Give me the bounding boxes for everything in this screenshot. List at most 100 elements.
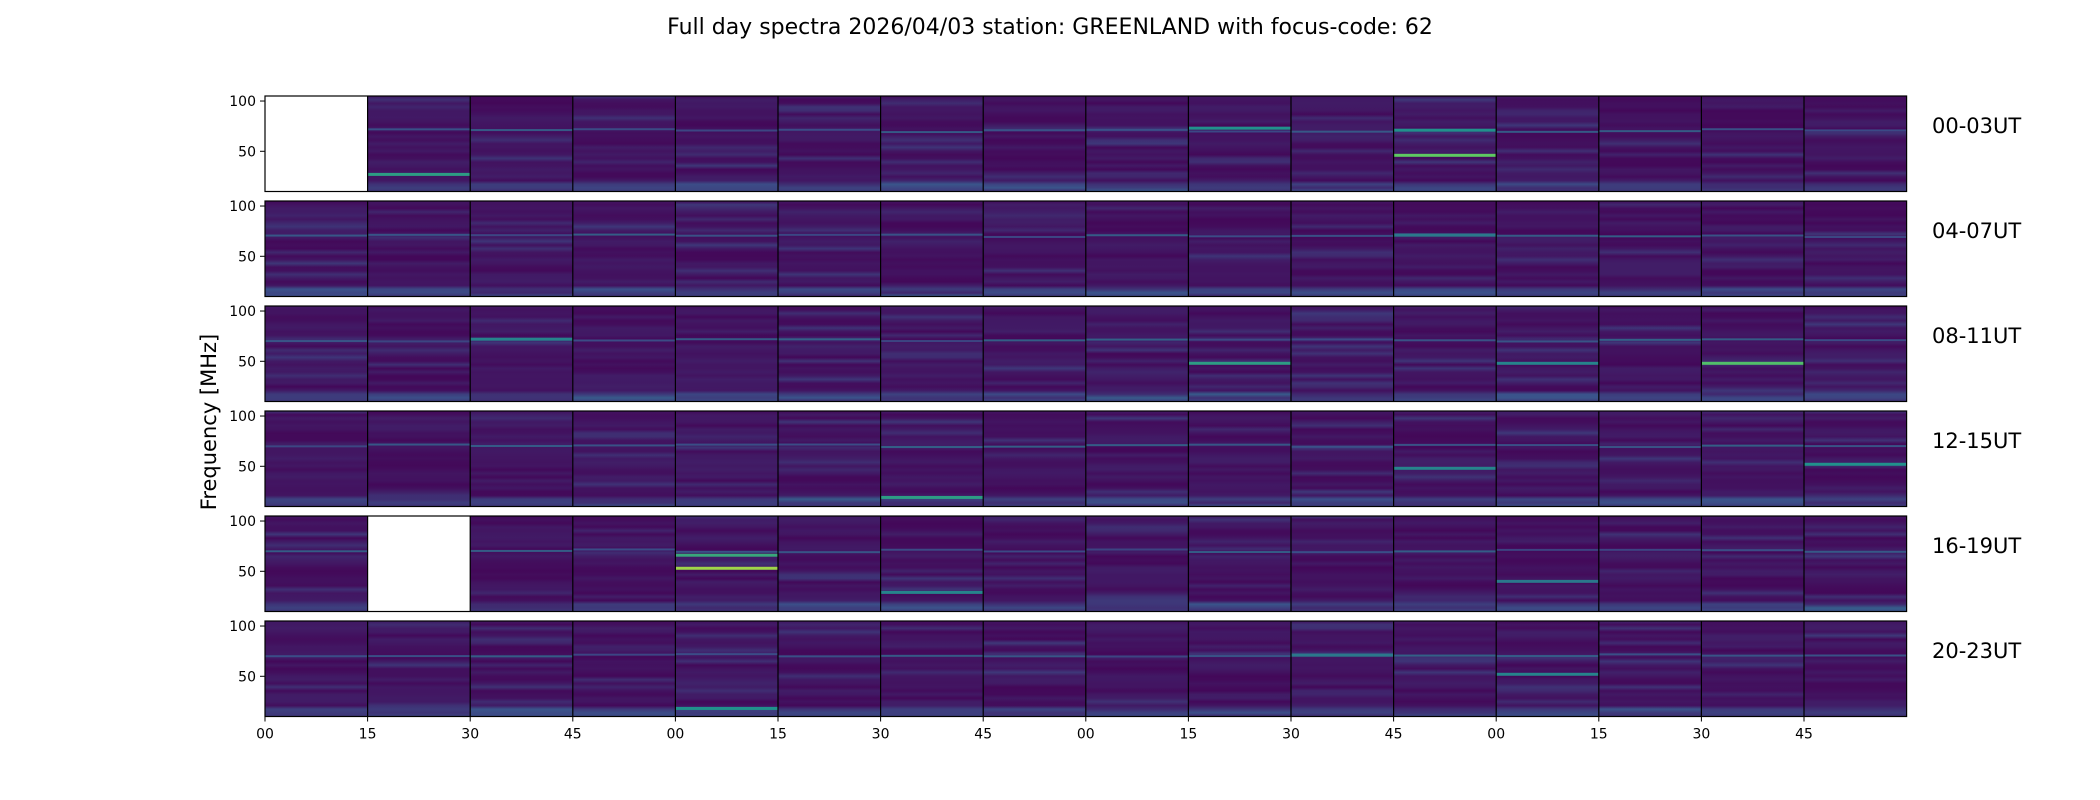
bright-feature	[1188, 126, 1291, 130]
rfi-line	[1496, 655, 1599, 658]
spectrum-panel	[1188, 306, 1291, 402]
spectra-row: 100 50 04-07UT	[229, 199, 2021, 298]
rfi-line	[367, 233, 471, 236]
rfi-line	[1393, 654, 1497, 657]
rfi-line	[675, 338, 778, 341]
rfi-line	[1188, 235, 1291, 238]
spectrum-panel	[778, 96, 881, 192]
rfi-line	[1701, 444, 1804, 447]
rfi-line	[880, 233, 984, 236]
spectrum-panel	[1291, 306, 1394, 402]
rfi-line	[1804, 654, 1907, 657]
spectrum-panel	[1188, 96, 1291, 192]
spectrum-panel	[1393, 411, 1497, 507]
spectrum-panel	[1701, 411, 1804, 507]
spectrum-panel	[1188, 621, 1291, 717]
spectrum-panel	[1291, 516, 1394, 612]
rfi-line	[1085, 234, 1189, 237]
spectrum-panel	[1598, 201, 1702, 297]
rfi-line	[1701, 128, 1804, 131]
spectra-row: 100 50 12-15UT	[229, 409, 2021, 508]
rfi-line	[265, 655, 368, 658]
row-label: 04-07UT	[1932, 219, 2021, 243]
rfi-line	[1701, 549, 1804, 552]
spectrum-panel	[778, 306, 881, 402]
rfi-line	[1291, 130, 1394, 133]
spectra-row: 100 50 00-03UT	[229, 94, 2021, 193]
spectrum-panel	[470, 306, 573, 402]
spectrum-panel	[1804, 306, 1907, 402]
spectrum-panel	[778, 621, 881, 717]
spectrum-panel	[1804, 411, 1907, 507]
rfi-line	[1701, 654, 1804, 657]
rfi-line	[983, 550, 1086, 553]
rfi-line	[1598, 653, 1702, 656]
spectrum-panel	[880, 516, 984, 612]
spectra-row: 100 50 20-23UT	[229, 619, 2021, 718]
rfi-line	[265, 234, 368, 237]
spectrum-panel	[1496, 201, 1599, 297]
spectrum-panel	[1085, 411, 1189, 507]
spectrum-panel	[880, 621, 984, 717]
x-tick-label: 45	[1385, 727, 1403, 743]
spectrum-panel	[1496, 96, 1599, 192]
x-tick-label: 45	[974, 727, 992, 743]
rfi-line	[1804, 445, 1907, 448]
spectrum-panel	[1085, 306, 1189, 402]
row-label: 08-11UT	[1932, 324, 2021, 348]
bright-feature	[1701, 361, 1804, 365]
spectrum-panel	[1188, 201, 1291, 297]
bright-feature	[1393, 128, 1497, 132]
spectrum-panel	[572, 306, 676, 402]
y-tick-label: 100	[229, 199, 256, 215]
rfi-line	[675, 129, 778, 132]
rfi-line	[880, 654, 984, 657]
spectrum-panel	[1085, 621, 1189, 717]
rfi-line	[675, 653, 778, 656]
rfi-line	[1188, 551, 1291, 554]
spectrum-panel	[470, 516, 573, 612]
rfi-line	[265, 550, 368, 553]
rfi-line	[1188, 443, 1291, 446]
rfi-line	[1804, 339, 1907, 342]
rfi-line	[572, 339, 676, 342]
spectrum-panel	[1393, 96, 1497, 192]
bright-feature	[1804, 462, 1907, 466]
rfi-line	[1393, 443, 1497, 446]
spectrum-panel	[675, 96, 778, 192]
spectrum-panel	[1804, 201, 1907, 297]
rfi-line	[1188, 338, 1291, 341]
rfi-line	[778, 128, 881, 131]
bright-feature	[1291, 653, 1394, 657]
spectrum-panel	[1804, 621, 1907, 717]
rfi-line	[1291, 445, 1394, 448]
spectrum-panel	[572, 201, 676, 297]
rfi-line	[675, 443, 778, 446]
spectrum-panel	[572, 621, 676, 717]
spectrum-panel	[1291, 96, 1394, 192]
rfi-line	[675, 234, 778, 237]
bright-feature	[1393, 233, 1497, 237]
y-tick-label: 100	[229, 409, 256, 425]
rfi-line	[367, 443, 471, 446]
x-axis-ticks: 00 15 30 45 00 15 30 45 00 15 30 45 00 15 30 45	[256, 716, 1813, 743]
x-tick-label: 00	[1077, 727, 1095, 743]
rfi-line	[675, 550, 778, 553]
spectrum-panel	[470, 201, 573, 297]
x-tick-label: 15	[769, 727, 787, 743]
spectrum-panel	[1701, 621, 1804, 717]
spectrum-panel	[1496, 411, 1599, 507]
x-tick-label: 00	[666, 727, 684, 743]
rfi-line	[1496, 234, 1599, 237]
rfi-line	[880, 340, 984, 343]
spectrum-panel	[367, 306, 471, 402]
rfi-line	[1085, 128, 1189, 131]
missing-panel	[367, 516, 471, 612]
bright-feature	[1496, 579, 1599, 583]
spectrum-panel	[1804, 516, 1907, 612]
spectrum-panel	[265, 306, 368, 402]
rfi-line	[1804, 236, 1907, 239]
row-frame	[264, 410, 1908, 508]
spectrum-panel	[983, 96, 1086, 192]
rfi-line	[1496, 444, 1599, 447]
